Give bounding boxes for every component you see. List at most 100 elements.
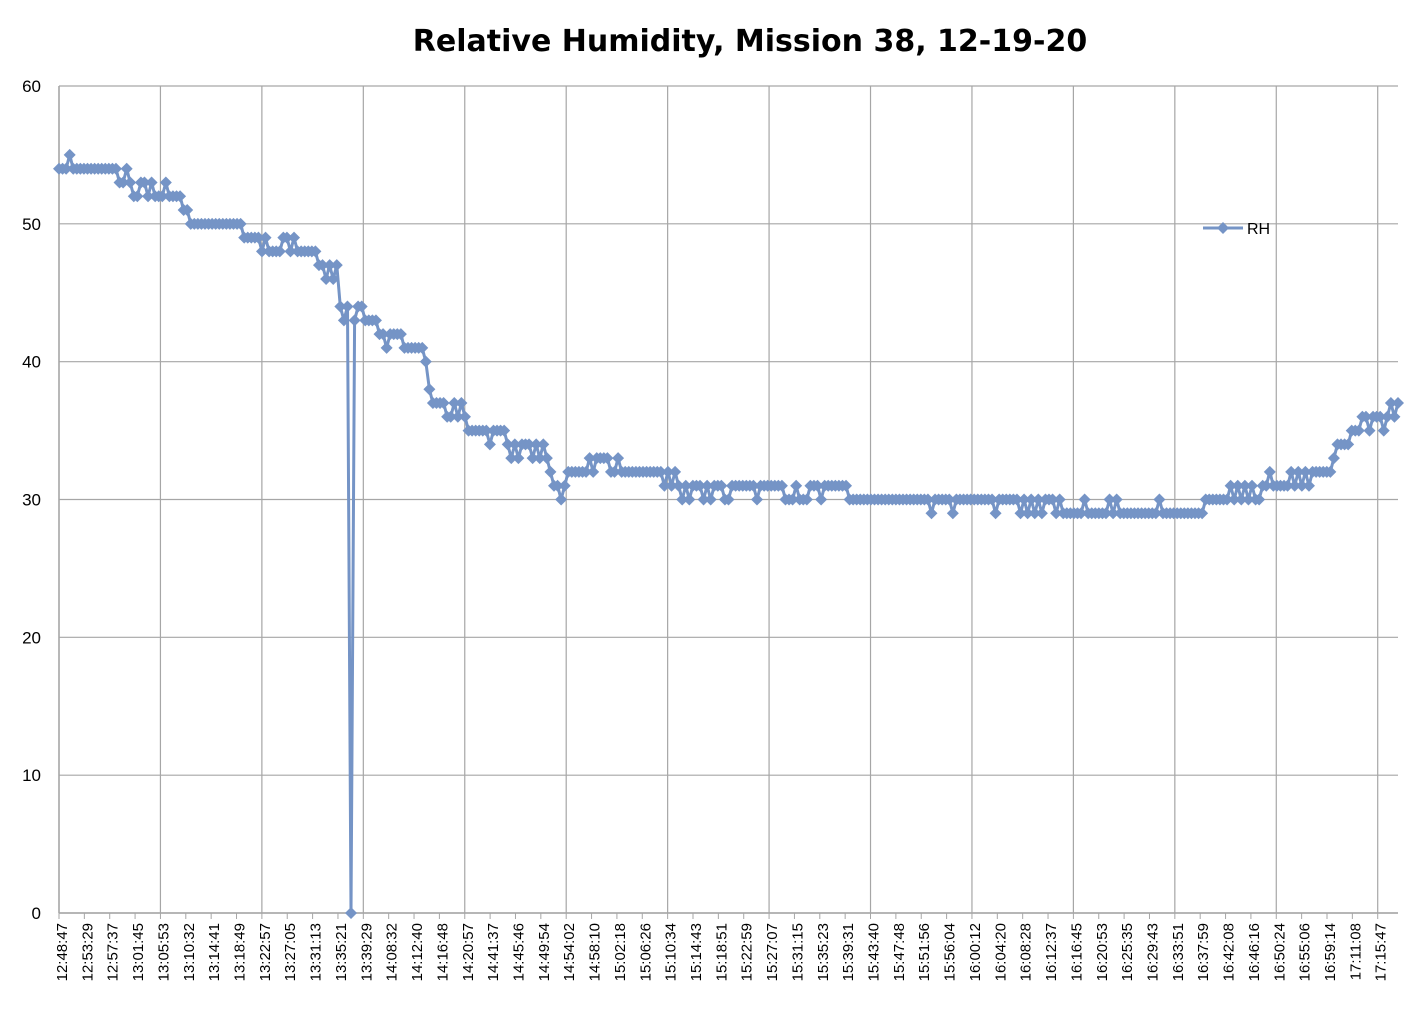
- data-point: [676, 493, 689, 506]
- data-point: [1288, 479, 1301, 492]
- data-point: [501, 438, 514, 451]
- x-tick-label: 14:08:32: [384, 923, 401, 981]
- data-point: [715, 479, 728, 492]
- data-point: [925, 507, 938, 520]
- y-tick-label: 10: [22, 766, 41, 785]
- data-point: [1324, 465, 1337, 478]
- data-point: [943, 493, 956, 506]
- data-point: [345, 907, 358, 919]
- x-tick-label: 13:01:45: [130, 923, 147, 981]
- data-point: [483, 438, 496, 451]
- data-point: [159, 176, 172, 189]
- x-tick-label: 16:46:16: [1246, 923, 1263, 981]
- x-tick-label: 12:57:37: [105, 923, 122, 981]
- data-point: [946, 507, 959, 520]
- data-point: [722, 493, 735, 506]
- data-point: [1263, 465, 1276, 478]
- x-tick-label: 15:31:15: [789, 923, 806, 981]
- y-tick-label: 0: [32, 904, 41, 923]
- data-point: [775, 479, 788, 492]
- data-point: [1021, 507, 1034, 520]
- data-point: [815, 493, 828, 506]
- data-point: [341, 300, 354, 313]
- x-tick-label: 14:41:37: [485, 923, 502, 981]
- data-point: [1149, 507, 1162, 520]
- data-point: [679, 479, 692, 492]
- data-point: [327, 272, 340, 285]
- x-tick-label: 13:31:13: [308, 923, 325, 981]
- data-point: [1075, 507, 1088, 520]
- data-point: [601, 452, 614, 465]
- data-point: [1110, 493, 1123, 506]
- data-point: [672, 479, 685, 492]
- data-point: [786, 493, 799, 506]
- x-tick-label: 16:16:45: [1068, 923, 1085, 981]
- data-point: [1242, 493, 1255, 506]
- data-point: [1299, 465, 1312, 478]
- x-tick-label: 15:22:59: [739, 923, 756, 981]
- x-tick-label: 13:18:49: [232, 923, 249, 981]
- y-tick-label: 50: [22, 215, 41, 234]
- data-point: [145, 176, 158, 189]
- y-tick-label: 30: [22, 491, 41, 510]
- data-point: [419, 355, 432, 368]
- x-tick-label: 16:00:12: [967, 923, 984, 981]
- x-tick-label: 13:22:57: [257, 923, 274, 981]
- data-point: [124, 176, 137, 189]
- data-point: [704, 493, 717, 506]
- x-tick-label: 15:43:40: [866, 923, 883, 981]
- data-point: [986, 493, 999, 506]
- data-point: [683, 493, 696, 506]
- data-point: [697, 493, 710, 506]
- x-tick-label: 13:10:32: [181, 923, 198, 981]
- data-point: [255, 245, 268, 258]
- data-point: [1285, 465, 1298, 478]
- data-point: [423, 383, 436, 396]
- x-tick-label: 16:42:08: [1221, 923, 1238, 981]
- data-point: [451, 410, 464, 423]
- data-point: [1078, 493, 1091, 506]
- data-point: [284, 245, 297, 258]
- data-point: [508, 438, 521, 451]
- y-tick-label: 60: [22, 77, 41, 96]
- data-point: [526, 452, 539, 465]
- data-point: [661, 465, 674, 478]
- x-tick-label: 16:50:24: [1271, 923, 1288, 981]
- data-point: [694, 479, 707, 492]
- data-point: [530, 438, 543, 451]
- y-tick-label: 40: [22, 353, 41, 372]
- data-point: [142, 190, 155, 203]
- data-point: [131, 190, 144, 203]
- data-point: [989, 507, 1002, 520]
- data-point: [544, 465, 557, 478]
- data-point: [1327, 452, 1340, 465]
- data-point: [512, 452, 525, 465]
- data-point: [380, 341, 393, 354]
- data-point: [1018, 493, 1031, 506]
- data-point: [444, 410, 457, 423]
- data-point: [1253, 493, 1266, 506]
- data-point: [1010, 493, 1023, 506]
- data-point: [498, 424, 511, 437]
- data-point: [1388, 410, 1401, 423]
- x-tick-label: 15:35:23: [815, 923, 832, 981]
- data-point: [1053, 493, 1066, 506]
- x-tick-label: 13:27:05: [282, 923, 299, 981]
- data-point: [1050, 507, 1063, 520]
- x-tick-label: 17:15:47: [1373, 923, 1390, 981]
- x-tick-label: 13:14:41: [206, 923, 223, 981]
- x-tick-label: 14:58:10: [587, 923, 604, 981]
- data-point: [334, 300, 347, 313]
- data-point: [181, 204, 194, 217]
- data-point: [1046, 493, 1059, 506]
- x-tick-label: 14:16:48: [434, 923, 451, 981]
- x-tick-label: 14:20:57: [460, 923, 477, 981]
- data-point: [551, 479, 564, 492]
- data-point: [174, 190, 187, 203]
- x-tick-label: 14:45:46: [510, 923, 527, 981]
- data-point: [288, 231, 301, 244]
- x-tick-label: 13:35:21: [333, 923, 350, 981]
- data-point: [608, 465, 621, 478]
- data-point: [1028, 507, 1041, 520]
